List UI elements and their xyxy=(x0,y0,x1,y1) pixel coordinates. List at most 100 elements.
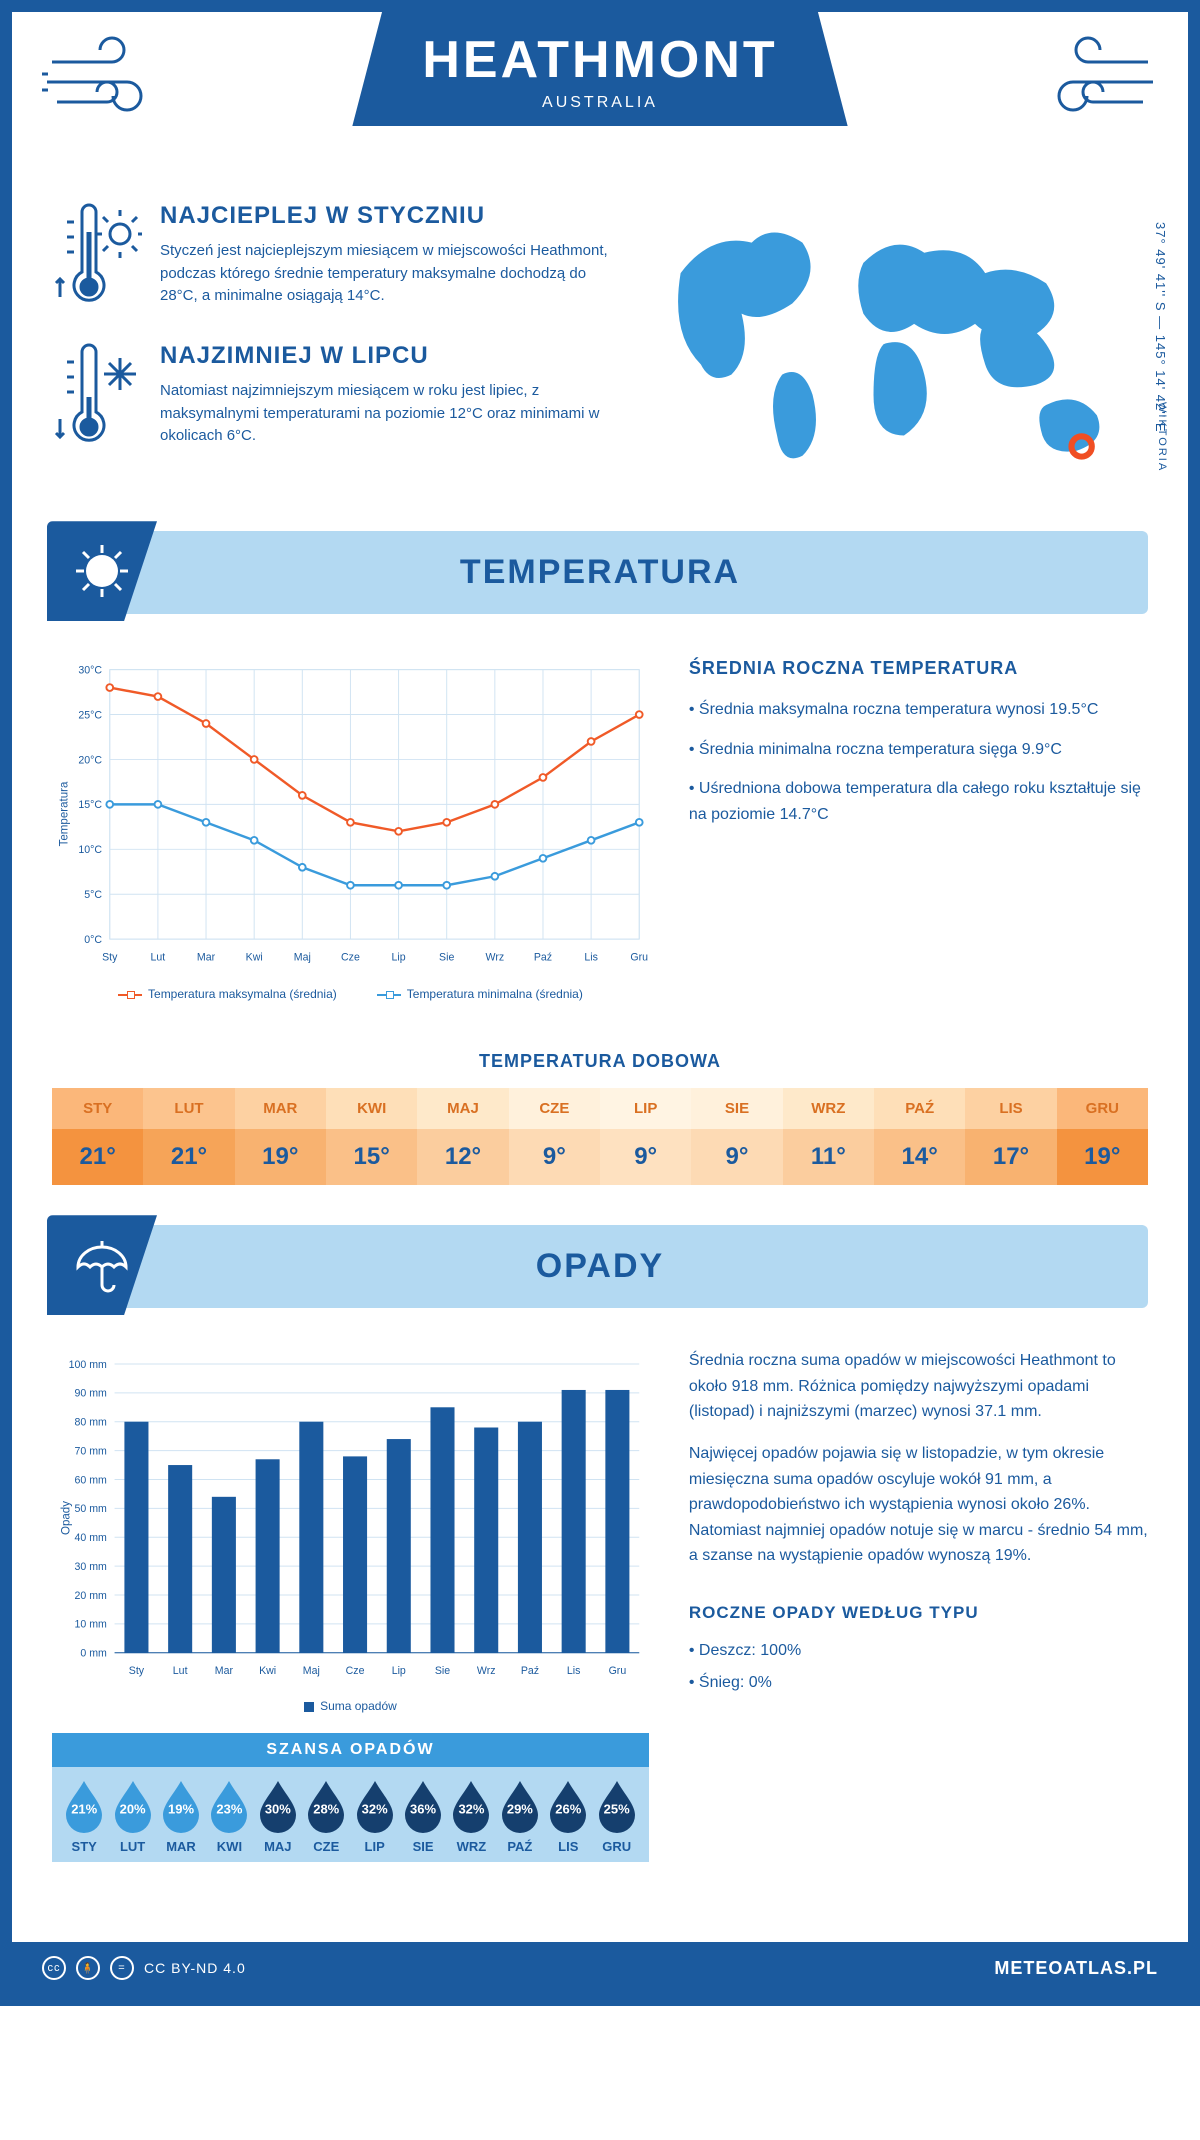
month-label: GRU xyxy=(592,1839,640,1854)
svg-text:15°C: 15°C xyxy=(78,799,102,811)
temperature-line-chart: 0°C5°C10°C15°C20°C25°C30°CStyLutMarKwiMa… xyxy=(52,654,649,974)
daily-temp-value: 19° xyxy=(1057,1129,1148,1185)
daily-temp-title: TEMPERATURA DOBOWA xyxy=(12,1051,1188,1072)
daily-temp-value: 9° xyxy=(600,1129,691,1185)
svg-text:0 mm: 0 mm xyxy=(80,1648,107,1660)
svg-text:10°C: 10°C xyxy=(78,844,102,856)
daily-month-header: LUT xyxy=(143,1088,234,1129)
svg-text:Cze: Cze xyxy=(341,952,360,964)
precipitation-bar-chart: 0 mm10 mm20 mm30 mm40 mm50 mm60 mm70 mm8… xyxy=(52,1348,649,1688)
fact-coldest: NAJZIMNIEJ W LIPCU Natomiast najzimniejs… xyxy=(52,342,610,452)
precip-type-item: • Deszcz: 100% xyxy=(689,1638,1148,1664)
svg-text:5°C: 5°C xyxy=(84,889,102,901)
daily-temperature-table: STYLUTMARKWIMAJCZELIPSIEWRZPAŹLISGRU21°2… xyxy=(52,1088,1148,1185)
daily-month-header: KWI xyxy=(326,1088,417,1129)
svg-text:Kwi: Kwi xyxy=(259,1665,276,1677)
page-header: HEATHMONT AUSTRALIA xyxy=(12,12,1188,182)
wind-icon xyxy=(42,32,182,132)
daily-month-header: MAR xyxy=(235,1088,326,1129)
svg-text:30°C: 30°C xyxy=(78,665,102,677)
world-map xyxy=(640,202,1148,486)
rain-chance-cell: 19%MAR xyxy=(157,1779,205,1854)
daily-temp-value: 9° xyxy=(509,1129,600,1185)
brand-label: METEOATLAS.PL xyxy=(994,1958,1158,1979)
month-label: MAR xyxy=(157,1839,205,1854)
svg-text:60 mm: 60 mm xyxy=(75,1475,108,1487)
droplet-icon: 32% xyxy=(449,1779,493,1833)
rain-chance-cell: 25%GRU xyxy=(592,1779,640,1854)
title-banner: HEATHMONT AUSTRALIA xyxy=(352,12,847,126)
precip-paragraph: Średnia roczna suma opadów w miejscowośc… xyxy=(689,1348,1148,1425)
rain-chance-cell: 26% LIS xyxy=(544,1779,592,1854)
daily-month-header: SIE xyxy=(691,1088,782,1129)
month-label: CZE xyxy=(302,1839,350,1854)
precip-by-type-title: ROCZNE OPADY WEDŁUG TYPU xyxy=(689,1599,1148,1626)
rain-chance-cell: 32% WRZ xyxy=(447,1779,495,1854)
daily-temp-value: 21° xyxy=(52,1129,143,1185)
svg-text:Paź: Paź xyxy=(534,952,552,964)
svg-text:30 mm: 30 mm xyxy=(75,1561,108,1573)
droplet-icon: 32% xyxy=(353,1779,397,1833)
svg-text:Wrz: Wrz xyxy=(486,952,505,964)
rain-chance-row: 21%STY20%LUT19%MAR23%KWI30%MAJ28%CZE32%L… xyxy=(52,1767,649,1862)
annual-bullet: • Uśredniona dobowa temperatura dla całe… xyxy=(689,776,1148,827)
svg-text:Gru: Gru xyxy=(630,952,648,964)
daily-month-header: WRZ xyxy=(783,1088,874,1129)
svg-text:Temperatura: Temperatura xyxy=(58,781,70,846)
rain-chance-cell: 32%LIP xyxy=(350,1779,398,1854)
svg-text:Sie: Sie xyxy=(435,1665,450,1677)
svg-text:Paź: Paź xyxy=(521,1665,539,1677)
svg-text:40 mm: 40 mm xyxy=(75,1532,108,1544)
bar-legend: Suma opadów xyxy=(52,1699,649,1713)
annual-bullet: • Średnia minimalna roczna temperatura s… xyxy=(689,737,1148,763)
thermometer-cold-icon xyxy=(52,342,142,452)
month-label: KWI xyxy=(205,1839,253,1854)
cc-icon: cc xyxy=(42,1956,66,1980)
svg-text:80 mm: 80 mm xyxy=(75,1417,108,1429)
svg-text:Lip: Lip xyxy=(392,952,406,964)
annual-bullet: • Średnia maksymalna roczna temperatura … xyxy=(689,697,1148,723)
sun-icon xyxy=(47,521,157,621)
month-label: WRZ xyxy=(447,1839,495,1854)
svg-text:Wrz: Wrz xyxy=(477,1665,496,1677)
svg-text:Lis: Lis xyxy=(567,1665,581,1677)
svg-text:Lip: Lip xyxy=(392,1665,406,1677)
svg-text:25°C: 25°C xyxy=(78,710,102,722)
svg-text:Maj: Maj xyxy=(303,1665,320,1677)
section-title: TEMPERATURA xyxy=(460,553,740,591)
daily-month-header: MAJ xyxy=(417,1088,508,1129)
droplet-icon: 26% xyxy=(546,1779,590,1833)
precip-paragraph: Najwięcej opadów pojawia się w listopadz… xyxy=(689,1441,1148,1569)
daily-temp-value: 12° xyxy=(417,1129,508,1185)
svg-text:Cze: Cze xyxy=(346,1665,365,1677)
droplet-icon: 21% xyxy=(62,1779,106,1833)
month-label: SIE xyxy=(399,1839,447,1854)
svg-text:Lis: Lis xyxy=(584,952,598,964)
rain-chance-cell: 20%LUT xyxy=(108,1779,156,1854)
chart-legend: Temperatura maksymalna (średnia) Tempera… xyxy=(52,987,649,1001)
svg-text:90 mm: 90 mm xyxy=(75,1388,108,1400)
fact-hot-title: NAJCIEPLEJ W STYCZNIU xyxy=(160,202,610,230)
svg-text:20°C: 20°C xyxy=(78,755,102,767)
rain-chance-cell: 28%CZE xyxy=(302,1779,350,1854)
daily-month-header: LIS xyxy=(965,1088,1056,1129)
fact-hot-text: Styczeń jest najcieplejszym miesiącem w … xyxy=(160,240,610,308)
daily-month-header: GRU xyxy=(1057,1088,1148,1129)
section-title: OPADY xyxy=(536,1247,664,1285)
daily-temp-value: 21° xyxy=(143,1129,234,1185)
month-label: PAŹ xyxy=(496,1839,544,1854)
daily-temp-value: 19° xyxy=(235,1129,326,1185)
bar-legend-label: Suma opadów xyxy=(320,1699,397,1713)
month-label: STY xyxy=(60,1839,108,1854)
section-banner-precip: OPADY xyxy=(52,1225,1148,1308)
summary-section: NAJCIEPLEJ W STYCZNIU Styczeń jest najci… xyxy=(12,182,1188,531)
legend-max: Temperatura maksymalna (średnia) xyxy=(148,987,337,1001)
rain-chance-title: SZANSA OPADÓW xyxy=(52,1733,649,1767)
daily-month-header: LIP xyxy=(600,1088,691,1129)
month-label: LIS xyxy=(544,1839,592,1854)
daily-temp-value: 11° xyxy=(783,1129,874,1185)
rain-chance-cell: 30%MAJ xyxy=(254,1779,302,1854)
rain-chance-cell: 21% STY xyxy=(60,1779,108,1854)
thermometer-hot-icon xyxy=(52,202,142,312)
nd-icon: = xyxy=(110,1956,134,1980)
